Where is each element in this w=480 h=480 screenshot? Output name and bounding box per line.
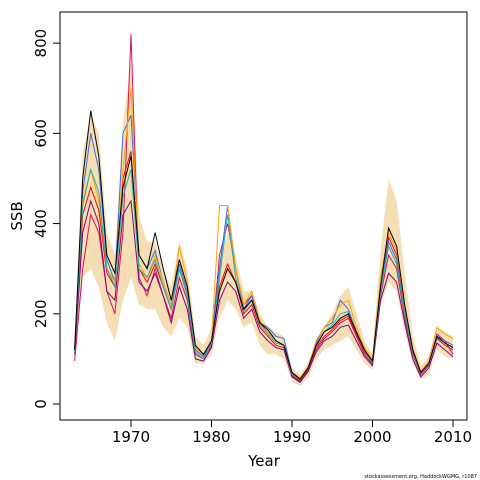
y-axis-label: SSB — [8, 201, 26, 230]
x-axis-label: Year — [247, 452, 281, 470]
y-tick-label: 400 — [32, 209, 50, 238]
x-tick-label: 2000 — [353, 428, 391, 446]
y-tick-label: 0 — [32, 399, 50, 409]
y-tick-label: 800 — [32, 29, 50, 58]
y-tick-label: 200 — [32, 299, 50, 328]
y-tick-label: 600 — [32, 119, 50, 148]
series-line — [74, 199, 454, 384]
x-tick-label: 1970 — [112, 428, 150, 446]
plot-frame — [59, 11, 468, 421]
x-tick-label: 2010 — [434, 428, 472, 446]
plot-area — [74, 34, 454, 386]
x-tick-label: 1980 — [192, 428, 230, 446]
series-line — [74, 110, 454, 380]
footnote: stockassessment.org, HaddockWGMG, r1087 — [364, 474, 477, 480]
confidence-band — [74, 61, 453, 386]
series-line — [74, 167, 454, 381]
x-tick-label: 1990 — [273, 428, 311, 446]
